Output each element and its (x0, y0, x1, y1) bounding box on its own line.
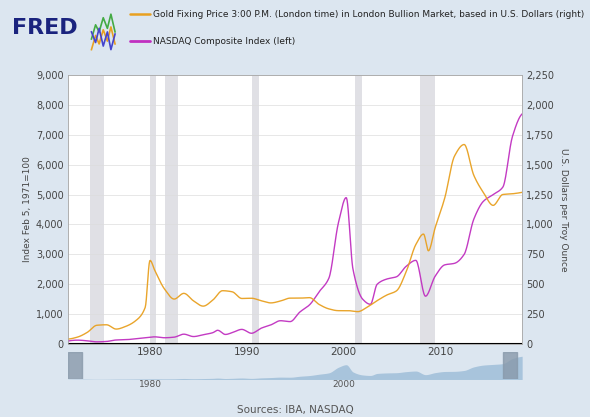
Bar (68, 352, 83, 379)
Bar (503, 352, 517, 379)
Bar (419, 75, 435, 344)
Y-axis label: Index Feb 5, 1971=100: Index Feb 5, 1971=100 (23, 157, 32, 262)
Bar (253, 75, 259, 344)
Bar (165, 75, 178, 344)
Text: 2000: 2000 (332, 380, 355, 389)
Y-axis label: U.S. Dollars per Troy Ounce: U.S. Dollars per Troy Ounce (559, 148, 568, 271)
Bar (90, 75, 104, 344)
Text: Sources: IBA, NASDAQ: Sources: IBA, NASDAQ (237, 405, 353, 415)
Text: 1980: 1980 (139, 380, 162, 389)
Bar (150, 75, 156, 344)
Text: Gold Fixing Price 3:00 P.M. (London time) in London Bullion Market, based in U.S: Gold Fixing Price 3:00 P.M. (London time… (153, 10, 585, 19)
Text: NASDAQ Composite Index (left): NASDAQ Composite Index (left) (153, 37, 296, 45)
Text: FRED: FRED (12, 18, 77, 38)
Bar (355, 75, 362, 344)
